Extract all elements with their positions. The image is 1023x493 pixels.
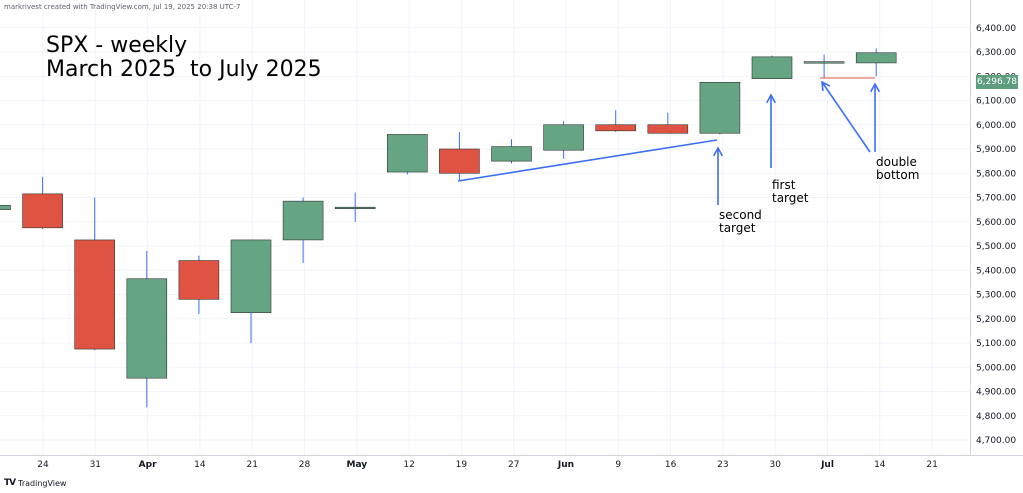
annotation-arrows bbox=[457, 80, 881, 205]
arrow-double-bottom-left bbox=[821, 80, 871, 153]
annotation-first-target: first target bbox=[772, 178, 809, 205]
candle-body bbox=[386, 134, 428, 173]
candle-body bbox=[439, 148, 480, 174]
y-tick-label: 4,800.00 bbox=[976, 412, 1016, 422]
x-tick-label: Jul bbox=[820, 460, 834, 470]
chart-title-line1: SPX - weekly bbox=[46, 33, 188, 58]
candle[interactable] bbox=[0, 204, 11, 215]
y-tick-label: 6,100.00 bbox=[976, 97, 1016, 107]
x-tick-label: 9 bbox=[615, 460, 621, 470]
tradingview-logo[interactable]: TV TradingView bbox=[4, 478, 66, 488]
candle[interactable] bbox=[74, 197, 115, 351]
candle[interactable] bbox=[282, 197, 324, 263]
time-axis[interactable]: 24 31 Apr 14 21 28 May 12 19 27 Jun 9 16 23 30 Jul 14 21 bbox=[37, 460, 938, 470]
candle-body bbox=[647, 124, 689, 134]
candle[interactable] bbox=[595, 110, 637, 133]
x-tick-label: 21 bbox=[926, 460, 937, 470]
y-tick-label: 5,500.00 bbox=[976, 242, 1016, 252]
x-tick-label: 23 bbox=[717, 460, 728, 470]
candle[interactable] bbox=[855, 48, 897, 77]
arrow-first-target bbox=[765, 93, 777, 168]
y-tick-label: 5,200.00 bbox=[976, 315, 1016, 325]
y-tick-label: 5,300.00 bbox=[976, 291, 1016, 301]
candle[interactable] bbox=[491, 139, 532, 164]
candle[interactable] bbox=[334, 192, 376, 222]
y-tick-label: 4,700.00 bbox=[976, 436, 1016, 446]
candle-body bbox=[751, 56, 793, 79]
y-tick-label: 6,000.00 bbox=[976, 121, 1016, 131]
chart-byline: markrivest created with TradingView.com,… bbox=[4, 3, 241, 11]
y-tick-label: 5,800.00 bbox=[976, 169, 1016, 179]
candle[interactable] bbox=[178, 255, 220, 314]
x-tick-label: 16 bbox=[665, 460, 677, 470]
trend-line bbox=[457, 139, 718, 182]
annotation-double-bottom: double bottom bbox=[876, 155, 920, 182]
candle-body bbox=[0, 204, 11, 210]
candle[interactable] bbox=[439, 132, 480, 181]
candle-body bbox=[126, 278, 168, 379]
candle-body bbox=[543, 124, 584, 151]
y-tick-label: 5,700.00 bbox=[976, 194, 1016, 204]
candle-body bbox=[22, 193, 63, 229]
arrow-head bbox=[765, 93, 777, 104]
x-tick-label: 14 bbox=[874, 460, 886, 470]
x-tick-label: Jun bbox=[557, 460, 574, 470]
x-tick-label: 31 bbox=[90, 460, 101, 470]
candle[interactable] bbox=[230, 239, 272, 343]
y-tick-label: 5,400.00 bbox=[976, 266, 1016, 276]
y-tick-label: 6,300.00 bbox=[976, 48, 1016, 58]
candles bbox=[0, 48, 897, 408]
x-tick-label: 14 bbox=[194, 460, 206, 470]
x-tick-label: 24 bbox=[37, 460, 49, 470]
chart-title-line2: March 2025 to July 2025 bbox=[46, 57, 322, 82]
candle-body bbox=[230, 239, 272, 313]
x-tick-label: 28 bbox=[299, 460, 311, 470]
x-tick-label: 19 bbox=[456, 460, 468, 470]
y-tick-label: 5,000.00 bbox=[976, 363, 1016, 373]
candle-body bbox=[74, 239, 115, 350]
arrow-double-bottom-right bbox=[869, 82, 881, 152]
candle[interactable] bbox=[386, 134, 428, 175]
y-tick-label: 4,900.00 bbox=[976, 388, 1016, 398]
x-tick-label: 12 bbox=[403, 460, 414, 470]
x-tick-label: 21 bbox=[246, 460, 257, 470]
last-price-label: 6,296.78 bbox=[976, 75, 1018, 89]
candle-body bbox=[595, 124, 637, 132]
x-tick-label: May bbox=[346, 460, 367, 470]
arrow-second-target bbox=[712, 146, 724, 205]
x-tick-label: 30 bbox=[769, 460, 781, 470]
candle[interactable] bbox=[751, 55, 793, 79]
candle[interactable] bbox=[647, 112, 689, 134]
candle[interactable] bbox=[543, 121, 584, 159]
candle[interactable] bbox=[22, 176, 63, 230]
candle-body bbox=[855, 52, 897, 64]
candle[interactable] bbox=[126, 250, 168, 408]
y-tick-label: 6,400.00 bbox=[976, 24, 1016, 34]
arrow-head bbox=[821, 80, 831, 92]
x-tick-label: Apr bbox=[139, 460, 157, 470]
candle-body bbox=[803, 61, 845, 64]
arrow-head bbox=[869, 82, 881, 93]
arrow-head bbox=[712, 146, 724, 157]
x-tick-label: 27 bbox=[508, 460, 519, 470]
tradingview-logo-text: TradingView bbox=[18, 478, 67, 488]
chart-title: SPX - weekly March 2025 to July 2025 bbox=[46, 34, 322, 82]
y-tick-label: 5,600.00 bbox=[976, 218, 1016, 228]
candle-body bbox=[282, 200, 324, 241]
candle-body bbox=[334, 206, 376, 209]
annotation-second-target: second target bbox=[719, 208, 762, 235]
candle-body bbox=[491, 146, 532, 162]
arrow-shaft bbox=[821, 81, 871, 153]
y-tick-label: 5,900.00 bbox=[976, 145, 1016, 155]
candle[interactable] bbox=[699, 82, 741, 135]
tradingview-logo-icon: TV bbox=[4, 478, 16, 488]
candle[interactable] bbox=[803, 54, 845, 78]
candle-body bbox=[178, 260, 220, 300]
candle-body bbox=[699, 82, 741, 134]
y-tick-label: 5,100.00 bbox=[976, 339, 1016, 349]
